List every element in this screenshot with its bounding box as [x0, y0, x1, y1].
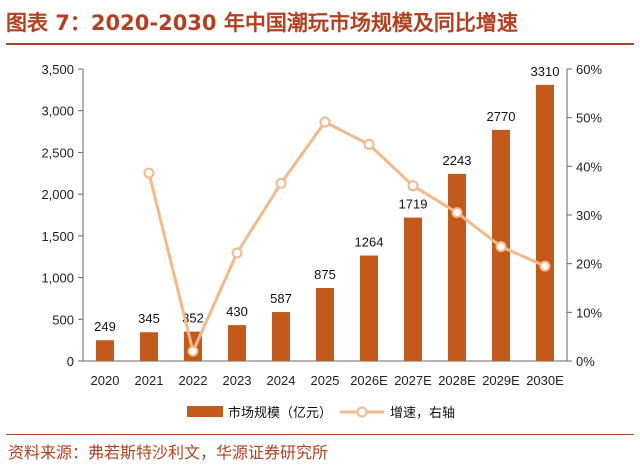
right-axis-tick-label: 30%	[576, 208, 602, 223]
bar-value-label: 1719	[399, 197, 428, 212]
bar-value-label: 352	[182, 311, 204, 326]
legend-bar-label: 市场规模（亿元）	[228, 405, 332, 420]
x-axis-tick-label: 2029E	[482, 373, 520, 388]
growth-point	[495, 241, 507, 253]
growth-point	[143, 167, 155, 179]
growth-point	[451, 207, 463, 219]
left-axis-tick-label: 500	[52, 312, 74, 327]
legend-bar-swatch	[187, 406, 223, 417]
right-axis-tick-label: 10%	[576, 305, 602, 320]
growth-point	[231, 247, 243, 259]
bar-value-label: 2770	[487, 109, 516, 124]
page-title: 图表 7：2020-2030 年中国潮玩市场规模及同比增速	[6, 11, 518, 35]
right-axis-tick-label: 60%	[576, 62, 602, 77]
left-axis-tick-label: 1,000	[41, 271, 74, 286]
left-axis-tick-label: 1,500	[41, 229, 74, 244]
x-axis-tick-label: 2028E	[438, 373, 476, 388]
x-axis-tick-label: 2020	[91, 373, 120, 388]
bar	[140, 332, 158, 361]
x-axis-tick-label: 2023	[223, 373, 252, 388]
right-axis-tick-label: 50%	[576, 111, 602, 126]
x-axis-tick-label: 2021	[135, 373, 164, 388]
bar-value-label: 345	[138, 311, 160, 326]
bar-value-label: 875	[314, 267, 336, 282]
right-axis-tick-label: 20%	[576, 257, 602, 272]
growth-point	[319, 116, 331, 128]
x-axis-tick-label: 2030E	[526, 373, 564, 388]
bar	[404, 217, 422, 361]
growth-line	[147, 120, 546, 356]
right-axis-tick-label: 40%	[576, 159, 602, 174]
bar	[96, 340, 114, 361]
bar-value-label: 249	[94, 319, 116, 334]
left-axis-tick-label: 2,500	[41, 145, 74, 160]
x-axis-tick-label: 2025	[311, 373, 340, 388]
x-axis-tick-label: 2027E	[394, 373, 432, 388]
bar-value-label: 3310	[531, 64, 560, 79]
legend-line-marker	[356, 406, 368, 418]
source-note: 资料来源：弗若斯特沙利文，华源证券研究所	[8, 443, 329, 462]
market-size-chart: 249 345 352 430 587 875 1264 1719 2243 2770 3310 0…	[41, 62, 602, 420]
bar-value-label: 1264	[355, 235, 384, 250]
bar	[228, 325, 246, 361]
left-axis-tick-label: 0	[67, 354, 74, 369]
source-divider	[6, 434, 634, 435]
growth-point	[539, 260, 551, 272]
x-axis-tick-label: 2026E	[350, 373, 388, 388]
bar-value-labels: 249 345 352 430 587 875 1264 1719 2243 2770 3310	[94, 64, 559, 334]
x-axis-tick-label: 2022	[179, 373, 208, 388]
right-axis-tick-label: 0%	[576, 354, 595, 369]
bar-value-label: 2243	[443, 153, 472, 168]
bar	[272, 312, 290, 361]
x-axis-tick-label: 2024	[267, 373, 296, 388]
left-axis-tick-label: 3,000	[41, 104, 74, 119]
growth-point	[407, 180, 419, 192]
left-axis-tick-label: 3,500	[41, 62, 74, 77]
growth-line-series	[143, 116, 551, 357]
bar	[316, 288, 334, 361]
axis-tick-labels: 0 500 1,000 1,500 2,000 2,500 3,000 3,500 0% 10% 2…	[41, 62, 602, 388]
bar-value-label: 430	[226, 304, 248, 319]
bar	[448, 173, 466, 361]
bar-value-label: 587	[270, 291, 292, 306]
bar	[536, 84, 554, 361]
left-axis-tick-label: 2,000	[41, 187, 74, 202]
bar	[360, 255, 378, 361]
growth-point	[363, 138, 375, 150]
legend-line-label: 增速，右轴	[390, 405, 455, 420]
chart-legend: 市场规模（亿元） 增速，右轴	[187, 405, 455, 420]
title-divider	[6, 43, 634, 45]
growth-point	[275, 177, 287, 189]
growth-point	[187, 345, 199, 357]
